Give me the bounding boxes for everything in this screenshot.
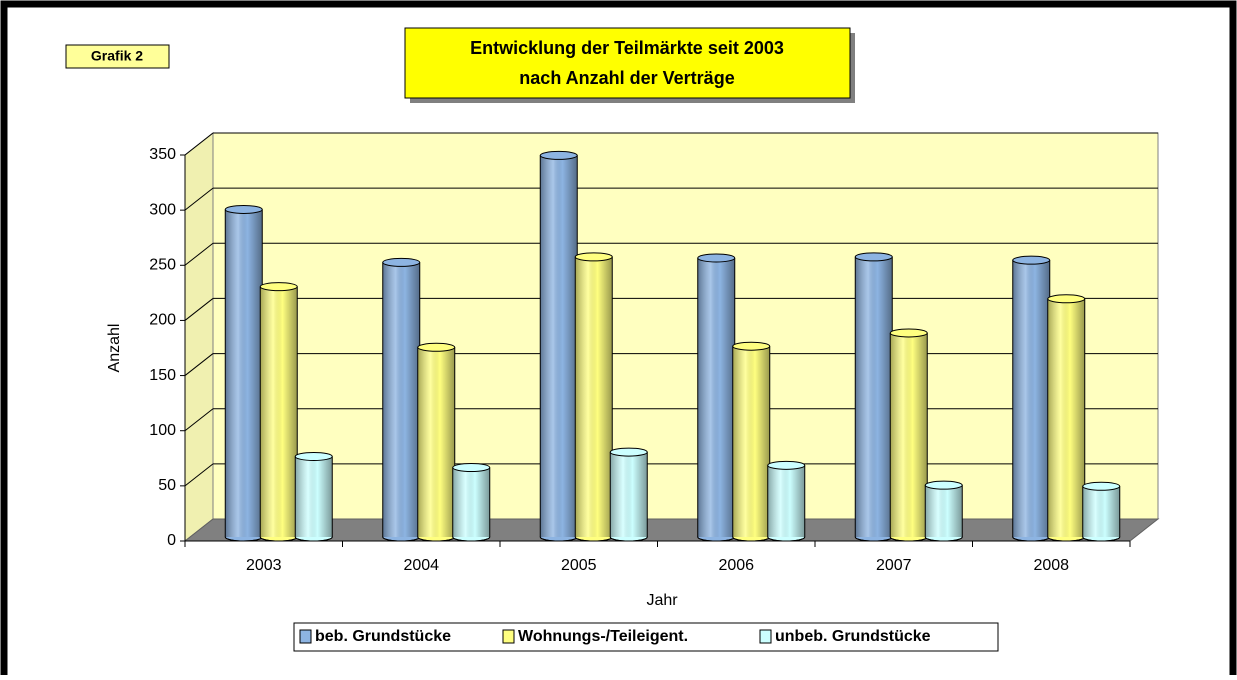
grid-line: [184, 298, 214, 321]
bar-shade: [452, 467, 490, 537]
x-tick-label: 2007: [876, 557, 912, 574]
bar-top: [224, 204, 263, 214]
bar-outline: [924, 485, 963, 542]
bar: [1047, 294, 1086, 542]
bar-outline: [767, 465, 806, 542]
bar-outline: [294, 456, 333, 542]
legend-swatch: [502, 629, 515, 644]
bar-shade: [1082, 486, 1120, 537]
side-wall: [184, 131, 214, 543]
x-tick-label: 2004: [403, 557, 439, 574]
bar-shade: [767, 465, 805, 537]
x-tick-label: 2005: [561, 557, 597, 574]
bar-top: [574, 252, 613, 262]
legend-label: Wohnungs-/Teileigent.: [518, 628, 688, 645]
badge: [65, 44, 170, 69]
bar: [224, 204, 263, 542]
bar: [574, 252, 613, 542]
bar-top: [1082, 481, 1121, 491]
y-tick-label: 200: [149, 312, 176, 329]
bar-outline: [452, 467, 491, 542]
chart-subtitle: nach Anzahl der Verträge: [519, 68, 734, 88]
grid-line: [184, 132, 214, 156]
legend-swatch: [299, 629, 312, 644]
bar-top: [417, 342, 456, 352]
bar-shade: [1047, 298, 1085, 537]
bar-shade: [260, 286, 298, 537]
bar: [1012, 255, 1051, 542]
x-tick-label: 2006: [718, 557, 754, 574]
x-axis-label: Jahr: [646, 592, 678, 609]
bar-shade: [417, 347, 455, 537]
title-box: [404, 27, 851, 99]
bar-top: [294, 451, 333, 461]
bar-top: [259, 282, 298, 292]
bar: [294, 451, 333, 542]
y-tick-label: 350: [149, 146, 176, 163]
bar: [854, 252, 893, 542]
bar-top: [732, 341, 771, 351]
y-tick-label: 100: [149, 422, 176, 439]
bar: [697, 253, 736, 542]
bar-shade: [855, 256, 893, 537]
bar: [539, 150, 578, 542]
bar-shade: [225, 209, 263, 538]
bar-shade: [382, 262, 420, 537]
bar-shade: [890, 332, 928, 537]
grid-line: [184, 187, 214, 211]
bar: [767, 460, 806, 542]
y-tick-label: 300: [149, 201, 176, 218]
bar: [259, 282, 298, 542]
y-tick-label: 0: [167, 532, 176, 549]
bar: [732, 341, 771, 542]
bar-shade: [540, 155, 578, 537]
bar-top: [382, 257, 421, 267]
x-tick-label: 2003: [246, 557, 282, 574]
legend-box: [293, 622, 999, 652]
grid-line: [184, 463, 214, 487]
bar: [417, 342, 456, 542]
badge-label: Grafik 2: [91, 48, 143, 64]
bar: [1082, 481, 1121, 542]
bar-top: [924, 480, 963, 490]
y-tick-label: 250: [149, 257, 176, 274]
bar-shade: [697, 257, 735, 537]
y-tick-label: 50: [158, 477, 176, 494]
grid-line: [184, 408, 214, 432]
bar-shade: [295, 456, 333, 537]
bar-top: [697, 253, 736, 263]
bar-top: [1047, 294, 1086, 304]
legend-label: unbeb. Grundstücke: [775, 628, 931, 645]
bar-outline: [1082, 486, 1121, 542]
bar-top: [889, 328, 928, 338]
bar: [924, 480, 963, 542]
bar-shade: [732, 346, 770, 537]
bar-top: [539, 150, 578, 160]
bar-top: [854, 252, 893, 262]
y-tick-label: 150: [149, 367, 176, 384]
bar-shade: [925, 485, 963, 537]
bar-top: [767, 460, 806, 470]
y-axis-label: Anzahl: [106, 324, 123, 373]
legend-label: beb. Grundstücke: [315, 628, 451, 645]
back-wall: [212, 132, 1159, 520]
chart-title: Entwicklung der Teilmärkte seit 2003: [470, 38, 784, 58]
x-tick-label: 2008: [1033, 557, 1069, 574]
legend-swatch: [759, 629, 772, 644]
grid-line: [184, 353, 214, 376]
grid-line: [184, 242, 214, 266]
bar-top: [609, 447, 648, 457]
bar-top: [1012, 255, 1051, 265]
bar: [889, 328, 928, 542]
bar-outline: [609, 452, 648, 542]
bar-shade: [610, 452, 648, 537]
bar-top: [452, 463, 491, 473]
bar-shade: [575, 256, 613, 537]
bar: [609, 447, 648, 542]
bar: [382, 257, 421, 542]
bar: [452, 463, 491, 542]
bar-shade: [1012, 260, 1050, 537]
